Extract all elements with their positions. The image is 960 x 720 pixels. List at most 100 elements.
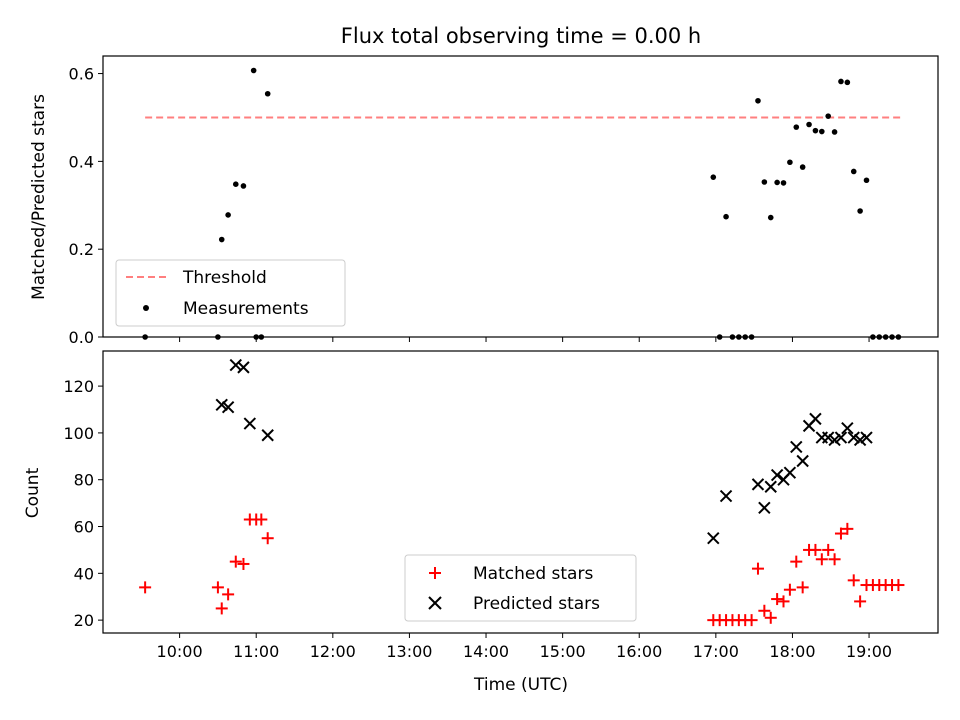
predicted-star-point: [229, 358, 242, 372]
measurement-point: [850, 168, 857, 175]
bottom-x-tick-label: 17:00: [693, 642, 739, 661]
matched-star-point: [809, 543, 822, 556]
bottom-plot-area: 10:00 11:00 12:00 13:00 14:00 15:00 16:00 17:00…: [63, 350, 939, 661]
bottom-x-tick-label: 12:00: [310, 642, 356, 661]
bottom-y-tick-label: 120: [63, 377, 94, 396]
matched-star-point: [215, 602, 228, 615]
top-y-tick-label: 0.6: [69, 65, 94, 84]
matched-star-point: [841, 522, 854, 535]
bottom-legend-box: [404, 554, 637, 622]
matched-star-point: [751, 562, 764, 575]
top-plot-area: 0.0 0.2 0.4 0.6: [69, 55, 939, 347]
bottom-x-tick-label: 13:00: [386, 642, 432, 661]
measurement-point: [767, 214, 774, 221]
matched-star-point: [764, 611, 777, 624]
measurement-point: [806, 121, 812, 128]
predicted-star-point: [751, 478, 765, 491]
measurement-point: [844, 79, 851, 86]
bottom-y-axis-label: Count: [23, 467, 43, 518]
measurement-point: [225, 212, 231, 218]
bottom-x-tick-label: 15:00: [540, 642, 586, 661]
measurement-point: [240, 183, 247, 189]
bottom-x-tick-label: 11:00: [233, 642, 279, 661]
matched-star-point: [237, 557, 250, 570]
top-y-tick-label: 0.2: [69, 240, 94, 259]
predicted-star-point: [809, 412, 822, 426]
measurement-point: [232, 181, 239, 188]
bottom-y-tick-label: 60: [74, 518, 94, 537]
top-panel: Flux total observing time = 0.00 h 0.00.…: [29, 24, 939, 347]
matched-star-point: [815, 553, 828, 566]
predicted-star-point: [243, 417, 257, 430]
predicted-star-point: [707, 532, 720, 545]
bottom-y-tick-label: 20: [74, 611, 94, 630]
bottom-y-tick-label: 80: [74, 471, 94, 490]
top-y-tick-label: 0.0: [69, 328, 94, 347]
predicted-star-point: [221, 400, 235, 414]
matched-star-point: [854, 595, 867, 608]
matched-star-point: [796, 581, 809, 594]
measurement-point: [825, 113, 831, 119]
bottom-x-axis-label: Time (UTC): [473, 675, 568, 695]
predicted-star-point: [770, 468, 784, 482]
bottom-x-tick-label: 19:00: [846, 642, 892, 661]
top-legend-box: [115, 259, 346, 327]
predicted-star-point: [860, 431, 873, 444]
predicted-star-point: [834, 431, 848, 444]
bottom-legend: Matched stars Predicted stars: [404, 554, 637, 622]
measurement-point: [774, 179, 780, 186]
predicted-star-point: [237, 361, 250, 374]
bottom-x-tick-label: 18:00: [769, 642, 815, 661]
legend-threshold-label: Threshold: [182, 268, 267, 288]
matched-star-point: [229, 555, 242, 568]
measurement-point: [264, 90, 271, 97]
predicted-star-point: [841, 422, 854, 435]
measurement-point: [793, 124, 800, 130]
bottom-x-tick-label: 16:00: [616, 642, 662, 661]
bottom-y-tick-label: 100: [63, 424, 94, 443]
top-axes-frame: [102, 55, 939, 338]
top-y-tick-label: 0.4: [69, 152, 94, 171]
measurement-point: [250, 67, 257, 74]
measurement-point: [780, 180, 787, 186]
measurement-point: [831, 129, 838, 135]
bottom-panel: 10:00 11:00 12:00 13:00 14:00 15:00 16:00 17:00…: [23, 350, 939, 695]
legend-measurements-swatch: [143, 305, 149, 311]
matched-star-point: [777, 595, 790, 608]
predicted-star-point: [790, 440, 803, 454]
matched-star-point: [783, 583, 796, 596]
top-legend: Threshold Measurements: [115, 259, 346, 327]
legend-predicted-label: Predicted stars: [473, 594, 600, 614]
matched-star-point: [745, 614, 758, 627]
matched-star-point: [261, 532, 274, 545]
top-chart-title: Flux total observing time = 0.00 h: [341, 24, 701, 48]
legend-matched-swatch: [429, 567, 441, 579]
measurement-point: [755, 97, 761, 104]
matched-star-point: [822, 543, 835, 556]
predicted-star-point: [261, 429, 274, 442]
matched-star-point: [211, 581, 224, 594]
matched-star-point: [828, 553, 841, 566]
predicted-star-point: [719, 489, 733, 503]
top-y-axis-label: Matched/Predicted stars: [29, 94, 49, 300]
measurement-point: [761, 179, 768, 185]
predicted-star-point: [783, 466, 797, 479]
predicted-star-point: [796, 454, 809, 468]
predicted-star-point: [758, 501, 771, 515]
matched-star-point: [892, 579, 905, 592]
measurement-point: [218, 236, 225, 243]
bottom-axes-frame: [102, 350, 939, 634]
measurement-point: [857, 208, 863, 214]
matched-star-point: [834, 527, 847, 540]
predicted-star-point: [764, 480, 777, 493]
matched-star-point: [771, 593, 784, 606]
measurement-point: [863, 177, 870, 184]
matched-star-point: [790, 555, 803, 568]
bottom-x-tick-label: 14:00: [463, 642, 509, 661]
matched-star-point: [222, 588, 235, 601]
measurement-point: [812, 127, 819, 134]
legend-matched-label: Matched stars: [473, 564, 593, 584]
measurement-point: [799, 164, 806, 170]
measurement-point: [723, 213, 729, 220]
measurement-point: [787, 159, 793, 166]
